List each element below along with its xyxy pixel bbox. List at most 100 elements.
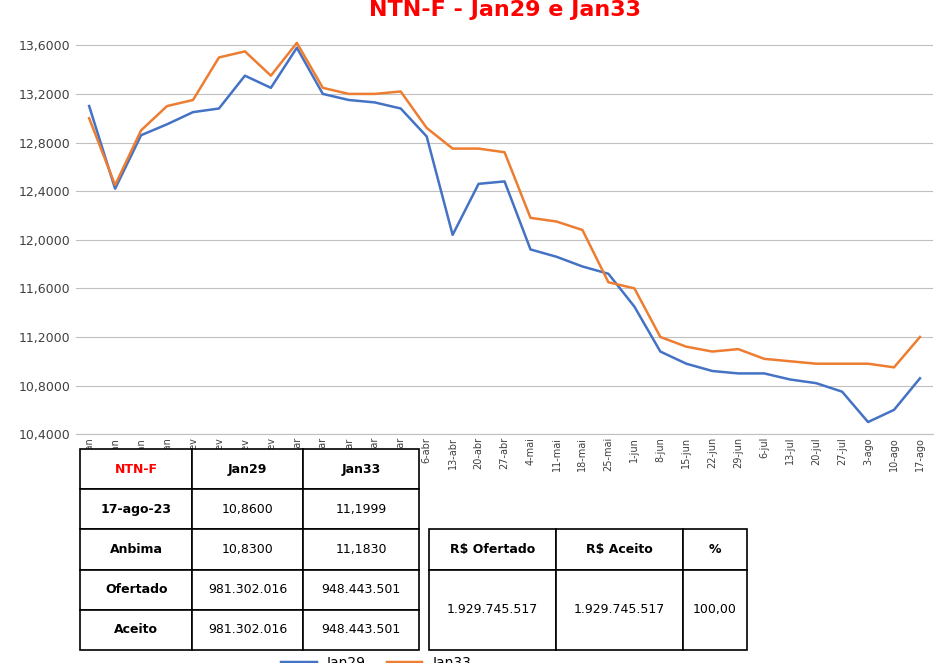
Jan29 [291, 44, 303, 52]
Jan33 [732, 345, 744, 353]
Jan33 [863, 360, 874, 368]
Bar [192, 489, 304, 530]
Jan29 [525, 245, 536, 253]
Jan29 [369, 98, 381, 106]
Text: 981.302.016: 981.302.016 [208, 623, 288, 636]
Text: 948.443.501: 948.443.501 [322, 583, 401, 596]
Line: Jan33: Jan33 [89, 43, 920, 367]
Title: NTN-F - Jan29 e Jan33: NTN-F - Jan29 e Jan33 [368, 1, 641, 21]
Jan29 [317, 90, 328, 98]
Text: 17-ago-23: 17-ago-23 [101, 503, 171, 516]
Jan33 [317, 84, 328, 91]
Text: R$ Ofertado: R$ Ofertado [450, 543, 535, 556]
Jan29 [499, 178, 510, 186]
Jan29 [239, 72, 250, 80]
Bar [303, 489, 419, 530]
Text: 11,1830: 11,1830 [335, 543, 387, 556]
Bar [683, 570, 747, 650]
Text: 11,1999: 11,1999 [335, 503, 387, 516]
Bar [683, 530, 747, 570]
Jan29 [784, 375, 796, 383]
Jan29 [706, 367, 718, 375]
Jan33 [421, 124, 432, 132]
Jan29 [863, 418, 874, 426]
Bar [80, 450, 192, 489]
Jan29 [446, 231, 458, 239]
Text: 10,8300: 10,8300 [222, 543, 273, 556]
Jan29 [577, 263, 588, 271]
Jan33 [369, 90, 381, 98]
Jan33 [109, 181, 121, 189]
Jan33 [395, 88, 407, 95]
Bar [80, 610, 192, 650]
Jan29 [628, 302, 640, 310]
Jan29 [473, 180, 485, 188]
Jan29 [837, 388, 848, 396]
Jan29 [732, 369, 744, 377]
Jan33 [655, 333, 666, 341]
Jan33 [914, 333, 925, 341]
Jan33 [266, 72, 277, 80]
Text: Jan33: Jan33 [342, 463, 381, 476]
Jan33 [213, 54, 225, 62]
Jan29 [810, 379, 822, 387]
Text: Anbima: Anbima [109, 543, 163, 556]
Jan33 [239, 47, 250, 55]
Jan33 [759, 355, 770, 363]
Jan33 [84, 114, 95, 122]
Bar [303, 450, 419, 489]
Jan33 [551, 217, 563, 225]
Bar [192, 570, 304, 610]
Jan29 [188, 108, 199, 116]
Bar [556, 530, 683, 570]
Jan33 [810, 360, 822, 368]
Bar [192, 450, 304, 489]
Bar [556, 570, 683, 650]
Jan33 [499, 149, 510, 156]
Bar [80, 489, 192, 530]
Line: Jan29: Jan29 [89, 48, 920, 422]
Jan33 [888, 363, 900, 371]
Text: Jan29: Jan29 [228, 463, 268, 476]
Bar [303, 530, 419, 570]
Bar [192, 610, 304, 650]
Jan29 [135, 131, 147, 139]
Text: 1.929.745.517: 1.929.745.517 [446, 603, 538, 616]
Jan29 [551, 253, 563, 261]
Jan33 [603, 278, 614, 286]
Text: NTN-F: NTN-F [114, 463, 158, 476]
Bar [429, 570, 556, 650]
Jan33 [446, 145, 458, 152]
Jan29 [395, 105, 407, 113]
Jan29 [343, 96, 354, 104]
Jan33 [784, 357, 796, 365]
Jan29 [655, 347, 666, 355]
Text: %: % [708, 543, 722, 556]
Text: 948.443.501: 948.443.501 [322, 623, 401, 636]
Bar [80, 530, 192, 570]
Jan33 [706, 347, 718, 355]
Jan29 [681, 360, 692, 368]
Text: Aceito: Aceito [114, 623, 158, 636]
Text: 10,8600: 10,8600 [222, 503, 273, 516]
Jan29 [266, 84, 277, 91]
Bar [192, 530, 304, 570]
Bar [429, 530, 556, 570]
Text: 1.929.745.517: 1.929.745.517 [574, 603, 665, 616]
Jan29 [161, 120, 172, 128]
Jan33 [135, 127, 147, 135]
Jan29 [213, 105, 225, 113]
Text: Ofertado: Ofertado [105, 583, 168, 596]
Legend: Jan29, Jan33: Jan29, Jan33 [275, 651, 477, 663]
Jan33 [681, 343, 692, 351]
Jan29 [888, 406, 900, 414]
Jan33 [161, 102, 172, 110]
Bar [303, 610, 419, 650]
Text: 981.302.016: 981.302.016 [208, 583, 288, 596]
Jan33 [525, 214, 536, 222]
Jan33 [473, 145, 485, 152]
Text: R$ Aceito: R$ Aceito [586, 543, 653, 556]
Text: 100,00: 100,00 [693, 603, 737, 616]
Jan33 [188, 96, 199, 104]
Jan33 [343, 90, 354, 98]
